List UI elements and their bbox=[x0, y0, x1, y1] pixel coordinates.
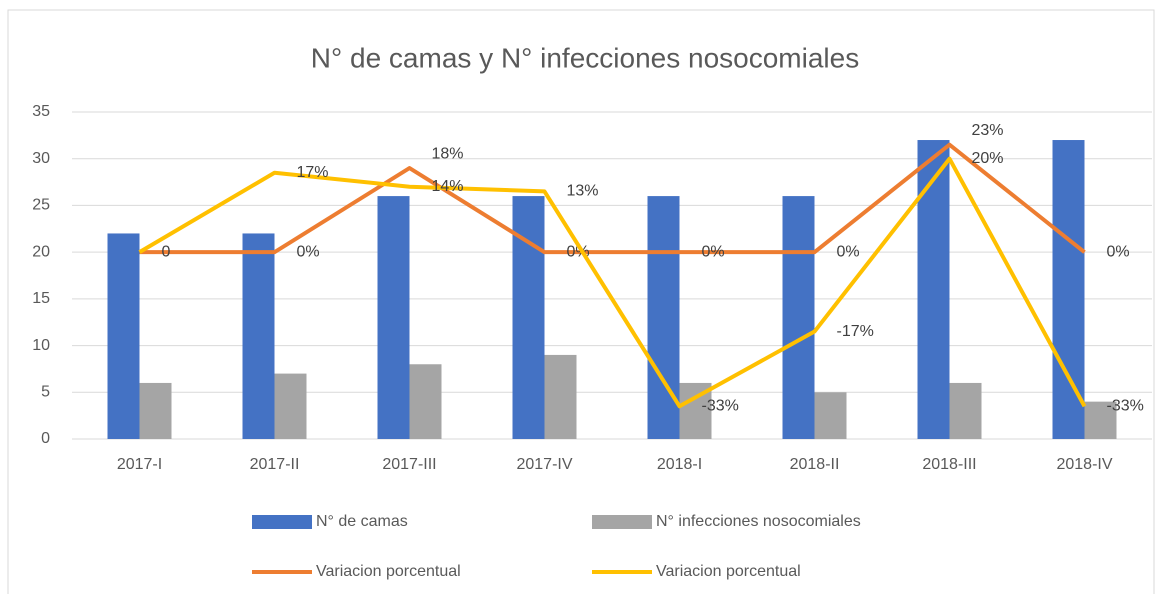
legend-swatch bbox=[252, 515, 312, 529]
bar bbox=[544, 354, 577, 439]
line-series bbox=[139, 142, 1086, 255]
data-label: 20% bbox=[972, 150, 1004, 167]
bar bbox=[1052, 140, 1085, 439]
bar bbox=[107, 233, 140, 439]
x-tick-label: 2018-III bbox=[922, 456, 976, 473]
y-tick-label: 15 bbox=[32, 290, 50, 307]
bar bbox=[242, 233, 275, 439]
data-label: 14% bbox=[432, 178, 464, 195]
x-tick-label: 2017-II bbox=[250, 456, 300, 473]
line-series bbox=[138, 156, 1087, 409]
data-label: 0 bbox=[162, 243, 171, 260]
data-label: 17% bbox=[297, 164, 329, 181]
data-label: 0% bbox=[1107, 243, 1130, 260]
x-tick-label: 2018-I bbox=[657, 456, 702, 473]
data-label: -33% bbox=[702, 398, 739, 415]
data-label: 0% bbox=[297, 243, 320, 260]
data-label: 0% bbox=[837, 243, 860, 260]
bar bbox=[917, 140, 950, 439]
bar bbox=[949, 382, 982, 439]
legend-label: N° infecciones nosocomiales bbox=[656, 513, 861, 530]
y-tick-label: 35 bbox=[32, 103, 50, 120]
bar bbox=[409, 364, 442, 439]
legend-label: Variacion porcentual bbox=[656, 563, 801, 580]
bar bbox=[1084, 401, 1117, 439]
data-label: 13% bbox=[567, 183, 599, 200]
y-tick-label: 0 bbox=[41, 430, 50, 447]
x-tick-label: 2017-I bbox=[117, 456, 162, 473]
y-tick-label: 25 bbox=[32, 197, 50, 214]
legend-label: N° de camas bbox=[316, 513, 408, 530]
y-tick-label: 10 bbox=[32, 337, 50, 354]
data-label: 18% bbox=[432, 145, 464, 162]
data-label: 0% bbox=[702, 243, 725, 260]
bar bbox=[512, 196, 545, 439]
y-tick-label: 20 bbox=[32, 243, 50, 260]
chart-title: N° de camas y N° infecciones nosocomiale… bbox=[311, 42, 859, 73]
bar bbox=[647, 196, 680, 439]
data-label: -17% bbox=[837, 323, 874, 340]
data-label: -33% bbox=[1107, 398, 1144, 415]
chart-frame bbox=[7, 9, 1155, 594]
y-tick-label: 5 bbox=[41, 384, 50, 401]
x-tick-label: 2017-IV bbox=[516, 456, 572, 473]
x-tick-label: 2018-II bbox=[790, 456, 840, 473]
legend-label: Variacion porcentual bbox=[316, 563, 461, 580]
data-label: 23% bbox=[972, 122, 1004, 139]
x-tick-label: 2018-IV bbox=[1056, 456, 1112, 473]
bar bbox=[139, 382, 172, 439]
bar bbox=[782, 196, 815, 439]
x-tick-label: 2017-III bbox=[382, 456, 436, 473]
legend-swatch bbox=[592, 515, 652, 529]
bar bbox=[274, 373, 307, 439]
y-tick-label: 30 bbox=[32, 150, 50, 167]
bar bbox=[377, 196, 410, 439]
bar bbox=[814, 392, 847, 439]
